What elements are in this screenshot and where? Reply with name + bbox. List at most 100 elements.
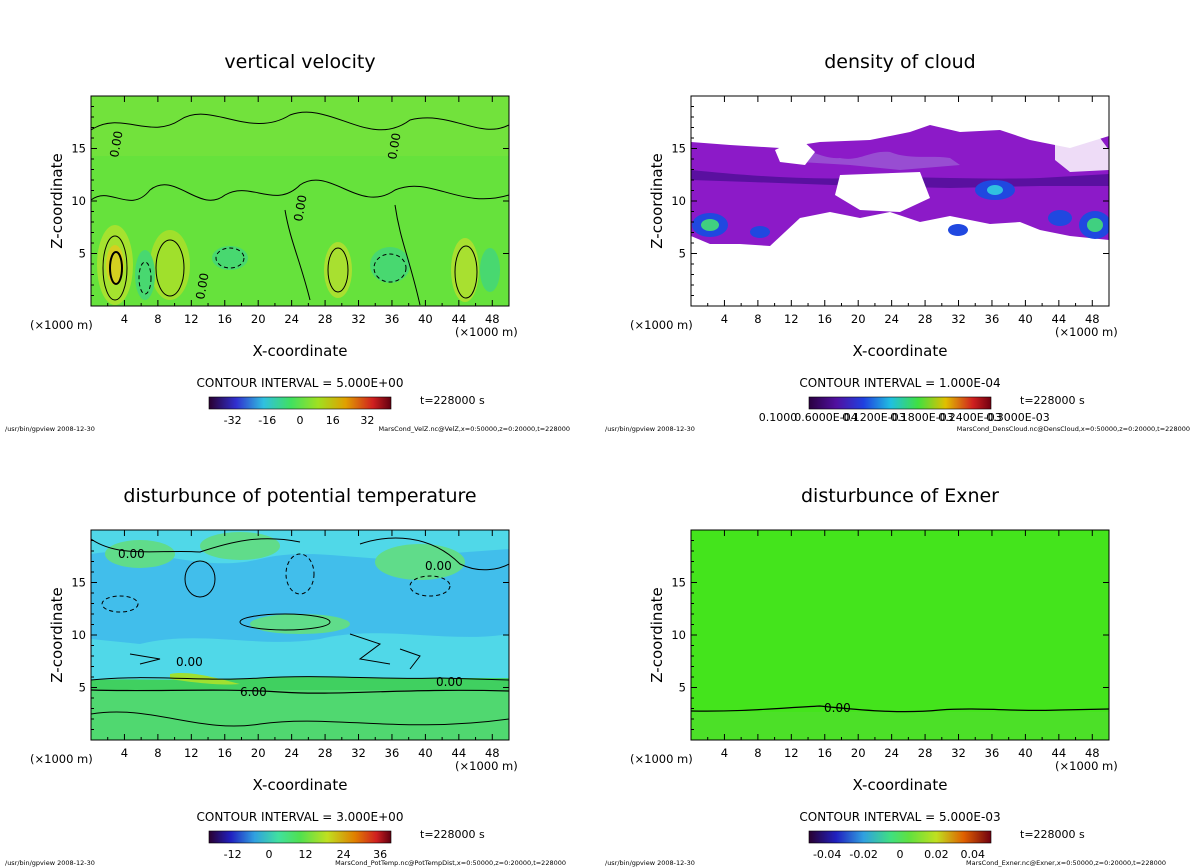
heatmap-field	[691, 530, 1109, 740]
x-tick-label: 48	[485, 746, 500, 760]
panel-exner: disturbunce of Exner 0.00 4 8 12 16 20 24 28 32…	[600, 434, 1200, 868]
x-unit-label: (×1000 m)	[1055, 759, 1118, 773]
x-tick-label: 8	[154, 312, 161, 326]
x-tick-label: 44	[452, 746, 467, 760]
y-axis-label: Z-coordinate	[648, 153, 666, 248]
y-axis-label: Z-coordinate	[48, 153, 66, 248]
velz-figure: vertical velocity	[5, 51, 570, 433]
heatmap-field	[691, 125, 1109, 246]
colorbar-tick-label: 32	[360, 414, 374, 427]
colorbar-tick-label: -0.02	[849, 848, 877, 861]
contour-interval-value: 1.000E-04	[939, 376, 1001, 390]
svg-text:CONTOUR INTERVAL = 1.000: CONTOUR INTERVAL = 1.000E-04	[799, 376, 1000, 390]
y-axis-label: Z-coordinate	[48, 587, 66, 682]
y-tick-label: 5	[679, 681, 686, 695]
colorbar-tick-label: -12	[224, 848, 242, 861]
colorbar-tick-label: 0.1000	[759, 411, 798, 424]
x-tick-label: 16	[817, 746, 832, 760]
contour-interval-value: 5.000E-03	[939, 810, 1001, 824]
x-tick-label: 44	[452, 312, 467, 326]
plot-title: disturbunce of Exner	[801, 485, 999, 507]
time-label: t=228000 s	[420, 394, 485, 407]
x-tick-label: 8	[154, 746, 161, 760]
y-tick-label: 15	[671, 142, 686, 156]
colorbar-tick-label: 0	[297, 414, 304, 427]
x-tick-label: 28	[318, 746, 333, 760]
colorbar-tick-label: 0.3000E-03	[986, 411, 1049, 424]
heatmap-field	[91, 96, 509, 306]
x-tick-label: 28	[918, 746, 933, 760]
x-unit-label: (×1000 m)	[455, 759, 518, 773]
plot-title: density of cloud	[824, 51, 976, 73]
cloud-figure: density of cloud 4 8 12 16 20 24 28 32 36 40 44 485…	[605, 51, 1190, 433]
x-tick-label: 28	[918, 312, 933, 326]
x-unit-label: (×1000 m)	[30, 318, 93, 332]
svg-text:CONTOUR INTERVAL = 3.000: CONTOUR INTERVAL = 3.000E+00	[197, 810, 404, 824]
x-tick-label: 20	[251, 746, 266, 760]
y-tick-label: 15	[671, 576, 686, 590]
x-unit-label: (×1000 m)	[455, 325, 518, 339]
svg-text:CONTOUR INTERVAL = 5.000: CONTOUR INTERVAL = 5.000E+00	[197, 376, 404, 390]
x-tick-label: 44	[1052, 312, 1067, 326]
contour-interval-prefix: CONTOUR INTERVAL =	[197, 376, 333, 390]
x-unit-label: (×1000 m)	[630, 752, 693, 766]
x-tick-label: 40	[418, 746, 433, 760]
file-info: MarsCond_DensCloud.nc@DensCloud,x=0:5000…	[957, 425, 1190, 433]
x-tick-label: 4	[121, 746, 128, 760]
x-tick-label: 16	[217, 746, 232, 760]
x-tick-label: 24	[884, 312, 899, 326]
contour-lines	[91, 537, 509, 727]
y-tick-label: 10	[671, 194, 686, 208]
colorbar	[208, 396, 392, 410]
x-tick-label: 12	[784, 746, 799, 760]
x-tick-label: 4	[721, 746, 728, 760]
x-tick-label: 4	[721, 312, 728, 326]
contour-label: 0.00	[118, 547, 145, 561]
x-tick-label: 8	[754, 312, 761, 326]
colorbar-tick-label: -32	[224, 414, 242, 427]
x-tick-label: 36	[385, 746, 400, 760]
colorbar-tick-label: 24	[337, 848, 351, 861]
colorbar-tick-label: 36	[373, 848, 387, 861]
x-tick-label: 40	[1018, 312, 1033, 326]
y-tick-label: 10	[71, 194, 86, 208]
x-axis-label: X-coordinate	[253, 776, 348, 794]
panel-density-of-cloud: density of cloud 4 8 12 16 20 24 28 32 36 40 44 48 5…	[600, 0, 1200, 434]
program-stamp: /usr/bin/gpview 2008-12-30	[605, 425, 695, 433]
colorbar-tick-label: 16	[326, 414, 340, 427]
y-tick-label: 10	[71, 628, 86, 642]
ptemp-figure: disturbunce of potential temperature	[5, 485, 566, 867]
x-tick-label: 28	[318, 312, 333, 326]
file-info: MarsCond_PotTemp.nc@PotTempDist,x=0:5000…	[335, 859, 566, 867]
colorbar	[808, 396, 992, 410]
contour-label: 0.00	[425, 559, 452, 573]
time-label: t=228000 s	[420, 828, 485, 841]
x-tick-label: 8	[754, 746, 761, 760]
plot-title: vertical velocity	[224, 51, 375, 73]
x-axis-label: X-coordinate	[853, 776, 948, 794]
colorbar-tick-label: 0	[266, 848, 273, 861]
colorbar-tick-label: 0.6000E-04	[794, 411, 857, 424]
y-tick-label: 5	[679, 247, 686, 261]
colorbar-tick-label: 0.1200E-03	[842, 411, 905, 424]
y-tick-label: 10	[671, 628, 686, 642]
x-tick-label: 32	[351, 312, 366, 326]
x-tick-label: 32	[351, 746, 366, 760]
x-unit-label: (×1000 m)	[30, 752, 93, 766]
y-tick-label: 5	[79, 681, 86, 695]
contour-lines	[691, 705, 1109, 713]
program-stamp: /usr/bin/gpview 2008-12-30	[5, 859, 95, 867]
panel-potential-temperature: disturbunce of potential temperature	[0, 434, 600, 868]
time-label: t=228000 s	[1020, 394, 1085, 407]
contour-label: 0.00	[107, 130, 125, 159]
y-tick-label: 15	[71, 142, 86, 156]
x-tick-label: 40	[1018, 746, 1033, 760]
x-unit-label: (×1000 m)	[630, 318, 693, 332]
contour-label: 0.00	[824, 701, 851, 715]
x-tick-label: 20	[851, 312, 866, 326]
contour-interval-prefix: CONTOUR INTERVAL =	[799, 810, 935, 824]
contour-label: 0.00	[385, 132, 403, 161]
x-tick-label: 4	[121, 312, 128, 326]
contour-interval-value: 3.000E+00	[336, 810, 403, 824]
x-tick-label: 36	[985, 746, 1000, 760]
